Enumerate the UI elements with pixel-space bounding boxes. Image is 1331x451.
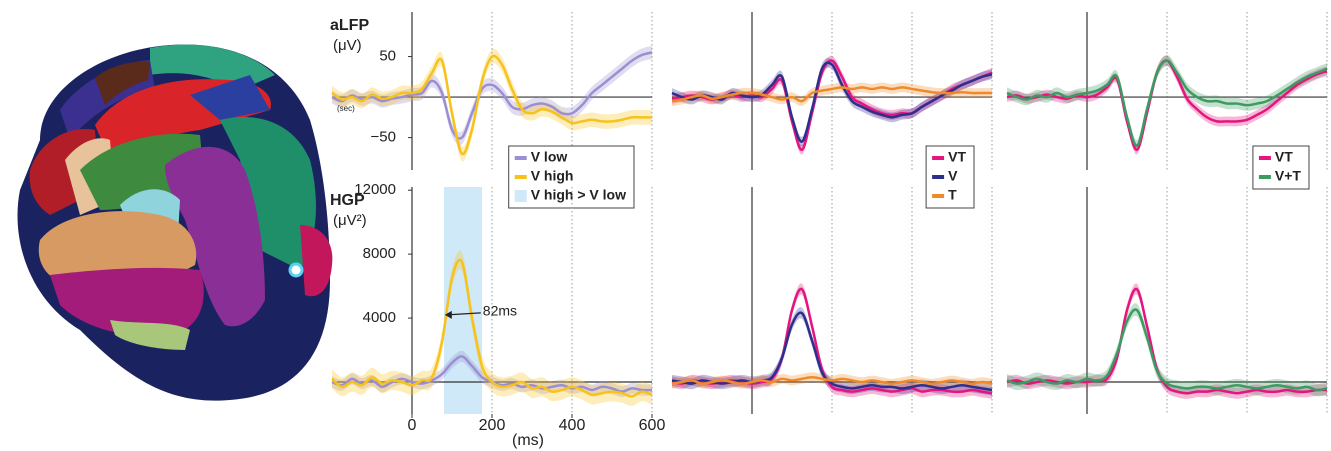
series-line — [1006, 59, 1328, 147]
x-axis-label: (sec) — [337, 104, 355, 113]
legend-label: VT — [948, 149, 966, 165]
legend-label: T — [948, 187, 957, 203]
series-line — [331, 258, 653, 398]
series-line — [1006, 308, 1328, 392]
x-tick-label: 400 — [559, 417, 586, 434]
legend: VT VT — [925, 145, 975, 209]
brain-illustration — [17, 44, 333, 401]
legend-label: V low — [531, 149, 568, 165]
error-band — [672, 283, 992, 399]
series-line — [331, 54, 652, 156]
y-tick-label: 50 — [379, 48, 396, 65]
error-band — [672, 307, 992, 396]
y-tick-label: 8000 — [363, 245, 396, 262]
legend-swatch — [514, 190, 527, 202]
highlight-region — [444, 187, 482, 414]
x-axis-label: (ms) — [512, 432, 544, 449]
series-line — [671, 311, 993, 392]
legend: V low V high V high > V low — [508, 145, 635, 209]
y-tick-label: 4000 — [363, 309, 396, 326]
annotation-arrow — [446, 312, 481, 316]
y-tick-label: −50 — [371, 129, 396, 146]
legend: VT V+T — [1252, 145, 1310, 190]
panel-title: aLFP — [330, 17, 369, 34]
legend-box — [508, 145, 635, 209]
y-axis-label: (μV) — [333, 37, 362, 54]
y-tick-label: 12000 — [354, 181, 396, 198]
legend-label: VT — [1275, 149, 1293, 165]
series-line — [331, 51, 653, 140]
x-tick-label: 600 — [639, 417, 666, 434]
panel-title: HGP — [330, 192, 365, 209]
y-axis-label: (μV²) — [333, 212, 367, 229]
arrow-head — [444, 310, 452, 319]
series-line — [671, 375, 993, 385]
x-tick-label: 200 — [479, 417, 506, 434]
legend-box — [1252, 145, 1310, 190]
x-tick-label: 0 — [408, 417, 417, 434]
legend-label: V+T — [1275, 168, 1302, 184]
error-band — [1007, 303, 1327, 397]
series-line — [671, 61, 993, 143]
legend-label: V — [948, 168, 958, 184]
series-line — [671, 86, 992, 103]
error-band — [672, 55, 992, 155]
annotation-label: 82ms — [483, 303, 517, 319]
legend-label: V high — [531, 168, 574, 184]
legend-label: V high > V low — [531, 187, 626, 203]
